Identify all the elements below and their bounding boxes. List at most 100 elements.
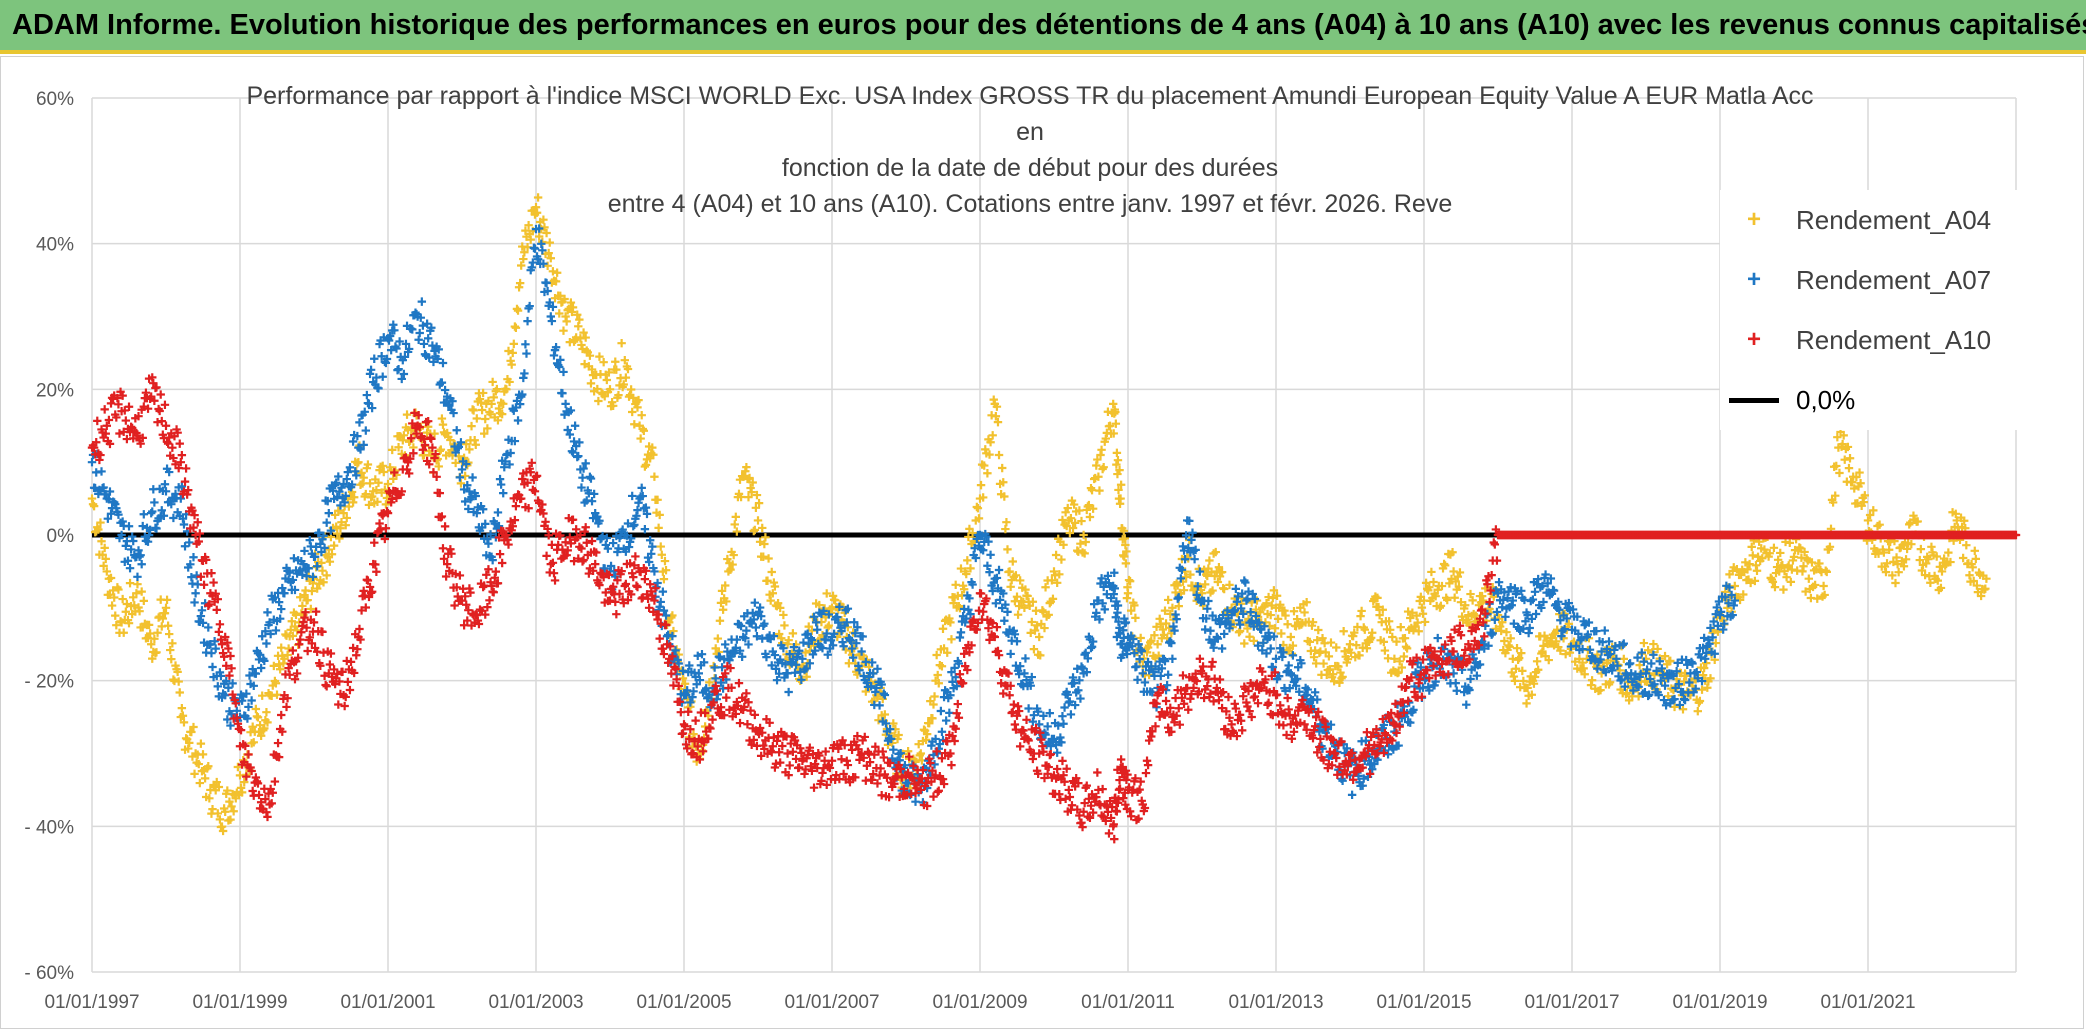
scatter-mark	[1066, 710, 1076, 719]
scatter-mark	[774, 629, 784, 639]
scatter-mark	[1748, 551, 1757, 560]
scatter-mark	[150, 634, 159, 643]
scatter-mark	[399, 431, 409, 440]
scatter-mark	[1492, 556, 1502, 565]
scatter-mark	[150, 498, 159, 507]
scatter-mark	[748, 478, 757, 487]
scatter-mark	[291, 610, 301, 620]
scatter-mark	[1143, 760, 1153, 770]
scatter-mark	[568, 303, 578, 312]
scatter-mark	[1004, 567, 1013, 577]
scatter-mark	[496, 480, 506, 489]
scatter-mark	[292, 626, 302, 635]
scatter-mark	[440, 522, 450, 531]
scatter-mark	[263, 718, 272, 727]
scatter-mark	[486, 410, 495, 419]
scatter-mark	[284, 644, 293, 653]
x-tick-label: 01/01/2011	[1081, 992, 1175, 1013]
scatter-mark	[1052, 748, 1062, 757]
scatter-mark	[1300, 608, 1309, 617]
scatter-mark	[680, 679, 690, 688]
scatter-mark	[1310, 688, 1320, 697]
data-point	[753, 516, 763, 525]
scatter-mark	[1840, 455, 1849, 464]
scatter-mark	[1273, 614, 1283, 624]
scatter-mark	[270, 777, 280, 786]
scatter-mark	[370, 538, 379, 547]
scatter-mark	[213, 809, 222, 818]
scatter-mark	[438, 420, 448, 429]
scatter-mark	[1347, 790, 1357, 800]
scatter-mark	[1510, 676, 1520, 686]
scatter-mark	[581, 523, 590, 532]
scatter-mark	[1786, 577, 1796, 587]
scatter-mark	[623, 364, 633, 374]
scatter-mark	[137, 560, 146, 569]
scatter-mark	[992, 622, 1002, 632]
scatter-mark	[129, 593, 138, 602]
scatter-mark	[1436, 601, 1446, 611]
x-tick-label: 01/01/2021	[1820, 992, 1915, 1013]
scatter-mark	[932, 650, 941, 660]
scatter-mark	[200, 774, 210, 783]
scatter-mark	[547, 316, 557, 326]
scatter-mark	[587, 536, 597, 546]
scatter-mark	[581, 333, 590, 342]
scatter-mark	[745, 473, 754, 483]
scatter-mark	[207, 568, 216, 578]
scatter-mark	[353, 644, 362, 654]
scatter-mark	[976, 589, 986, 598]
scatter-mark	[873, 664, 882, 674]
scatter-mark	[999, 689, 1008, 698]
data-point	[1819, 581, 1828, 591]
scatter-mark	[1141, 768, 1151, 778]
scatter-mark	[476, 398, 486, 407]
scatter-mark	[455, 571, 465, 580]
x-tick-label: 01/01/2003	[488, 992, 583, 1013]
scatter-mark	[204, 623, 213, 632]
scatter-mark	[277, 643, 286, 652]
scatter-mark	[1249, 636, 1258, 646]
scatter-mark	[388, 445, 397, 455]
scatter-mark	[508, 348, 517, 358]
scatter-mark	[145, 629, 155, 638]
scatter-mark	[1962, 540, 1971, 550]
scatter-mark	[193, 518, 202, 527]
scatter-mark	[611, 597, 620, 607]
scatter-mark	[579, 328, 588, 337]
scatter-mark	[194, 759, 203, 769]
scatter-mark	[761, 533, 770, 542]
scatter-mark	[552, 268, 562, 277]
scatter-mark	[799, 638, 808, 647]
scatter-mark	[587, 496, 597, 506]
scatter-mark	[263, 608, 272, 617]
scatter-mark	[144, 620, 154, 630]
scatter-mark	[521, 340, 530, 349]
scatter-mark	[570, 421, 580, 430]
scatter-mark	[758, 523, 767, 533]
scatter-mark	[956, 628, 966, 637]
scatter-mark	[634, 395, 643, 405]
scatter-mark	[507, 360, 516, 369]
scatter-mark	[585, 351, 595, 360]
scatter-mark	[617, 339, 626, 348]
y-tick-label: 20%	[36, 380, 74, 401]
scatter-mark	[582, 538, 591, 547]
data-point	[324, 545, 333, 554]
scatter-mark	[198, 750, 208, 759]
scatter-mark	[1530, 587, 1540, 597]
scatter-mark	[119, 628, 128, 637]
scatter-mark	[160, 609, 170, 618]
scatter-mark	[644, 557, 654, 567]
scatter-mark	[378, 372, 387, 381]
scatter-mark	[555, 309, 564, 318]
scatter-mark	[364, 500, 374, 510]
scatter-mark	[655, 510, 664, 520]
scatter-mark	[1008, 557, 1017, 566]
scatter-mark	[1113, 455, 1123, 465]
scatter-mark	[366, 365, 376, 375]
scatter-mark	[1339, 627, 1348, 636]
scatter-mark	[1944, 548, 1953, 557]
data-point	[472, 414, 481, 423]
scatter-mark	[644, 603, 654, 613]
